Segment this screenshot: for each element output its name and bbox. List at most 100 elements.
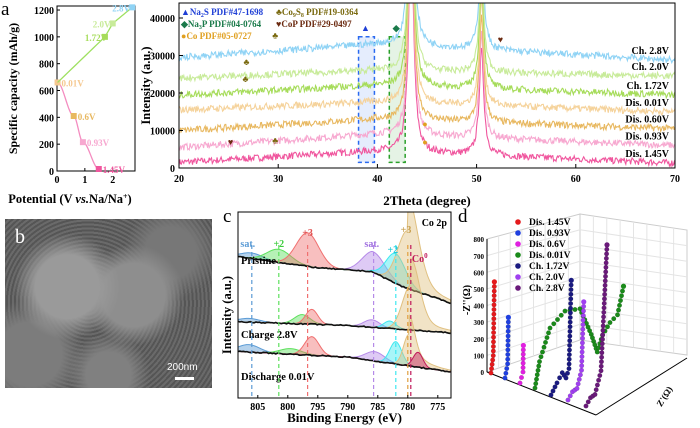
capacity-point [79, 139, 86, 146]
legend-sub: 3 [199, 25, 202, 31]
eis-data-point [505, 347, 511, 353]
y-tick-label: 400 [39, 113, 54, 124]
peak-annotation: +2 [273, 239, 284, 250]
eis-data-point [603, 260, 609, 266]
y-tick-label: 40000 [150, 14, 175, 25]
eis-data-point [604, 324, 611, 330]
eis-data-point [581, 303, 587, 309]
x-tick-label: 1 [82, 175, 87, 186]
xrd-series-group [179, 3, 675, 168]
grid-line [579, 229, 688, 247]
eis-data-point [598, 368, 604, 374]
eis-data-point [491, 283, 497, 290]
xrd-series-label: Dis. 0.93V [625, 132, 669, 143]
y-tick-label: 600 [474, 269, 485, 277]
legend-symbol-icon: ♣ [276, 7, 282, 17]
eis-data-point [491, 316, 497, 322]
eis-data-point [617, 298, 624, 304]
x-tick-label: 0 [55, 175, 60, 186]
y-tick-label: 700 [474, 253, 485, 261]
eis-data-point [536, 363, 542, 369]
eis-data-point [604, 251, 610, 257]
eis-data-point [597, 372, 603, 379]
peak-annotation: Co0 [412, 252, 428, 265]
xrd-curve [179, 3, 675, 83]
x-label-part: vs. [75, 192, 89, 206]
eis-data-point [604, 242, 610, 248]
eis-data-point [491, 279, 497, 285]
capacity-curve [57, 6, 133, 83]
y-tick-label: 0 [481, 369, 485, 377]
eis-data-point [568, 282, 574, 288]
eis-data-point [568, 291, 574, 297]
y-tick-label: 300 [474, 319, 485, 327]
eis-data-point [562, 308, 568, 314]
eis-data-point [488, 370, 494, 376]
y-tick-label: 30000 [150, 52, 175, 63]
y-axis-label: Specific capacity (mAh/g) [6, 23, 20, 154]
capacity-point [109, 20, 116, 27]
capacity-point-label: 2.8V [112, 3, 130, 13]
eis-data-point [599, 341, 605, 347]
legend-text: S PDF#47-1698 [204, 7, 264, 17]
x-tick-label: 60 [571, 174, 581, 185]
eis-data-point [580, 331, 586, 337]
x-tick-label: 795 [310, 402, 325, 413]
eis-data-point [518, 374, 525, 381]
eis-data-point [600, 332, 606, 338]
capacity-point-label: 0.6V [78, 112, 96, 122]
x-tick-label: 780 [400, 402, 415, 413]
y-tick-label: 400 [474, 303, 485, 311]
scale-bar [175, 377, 194, 380]
panel-label-a: a [1, 0, 10, 20]
xps-spectrum-label: Discharge 0.01V [241, 372, 315, 383]
eis-data-point [533, 381, 539, 387]
eis-data-point [557, 375, 563, 381]
y-tick-label: 200 [474, 336, 485, 344]
grid-line [579, 260, 688, 278]
eis-data-point [567, 319, 573, 325]
eis-data-point [567, 342, 573, 348]
eis-data-point [491, 288, 497, 294]
eis-data-point [490, 339, 497, 345]
eis-data-point [566, 352, 572, 358]
eis-data-point [568, 287, 574, 293]
legend-text: Co [282, 7, 293, 17]
eis-data-point [505, 356, 511, 362]
xrd-series-label: Dis. 0.60V [625, 115, 669, 126]
grid-line [486, 229, 581, 257]
sem-image: b 200nm [5, 219, 212, 388]
xps-fitted-peak [238, 351, 451, 373]
eis-data-point [505, 342, 511, 348]
y-tick-label: 500 [474, 286, 485, 294]
xrd-curve [179, 3, 675, 152]
capacity-curve [57, 81, 100, 170]
xrd-curve [179, 3, 675, 65]
eis-data-point [566, 356, 572, 362]
phase-marker-icon: ♣ [272, 136, 278, 146]
capacity-point [95, 165, 102, 172]
eis-data-point [579, 363, 585, 369]
eis-data-point [505, 324, 511, 330]
eis-data-point [599, 350, 605, 356]
xrd-curve [179, 3, 675, 100]
y-tick-label: 20000 [150, 89, 175, 100]
eis-data-point [548, 392, 554, 398]
legend-text: PDF#19-0364 [304, 7, 359, 17]
x-tick-label: 2 [110, 175, 115, 186]
eis-data-point [505, 319, 511, 325]
eis-data-point [579, 340, 585, 346]
x-axis-label: Potential (V vs.Na/Na+) [8, 192, 131, 207]
x-label-part: Potential (V [8, 192, 75, 206]
peak-annotation: sat. [240, 239, 255, 250]
eis-data-point [567, 338, 573, 344]
eis-data-point [532, 385, 538, 391]
eis-data-point [593, 387, 599, 393]
eis-data-point [580, 317, 586, 323]
eis-data-point [600, 318, 606, 324]
eis-data-point [505, 328, 511, 334]
eis-data-point [558, 312, 564, 318]
phase-marker-icon: ● [422, 137, 427, 147]
